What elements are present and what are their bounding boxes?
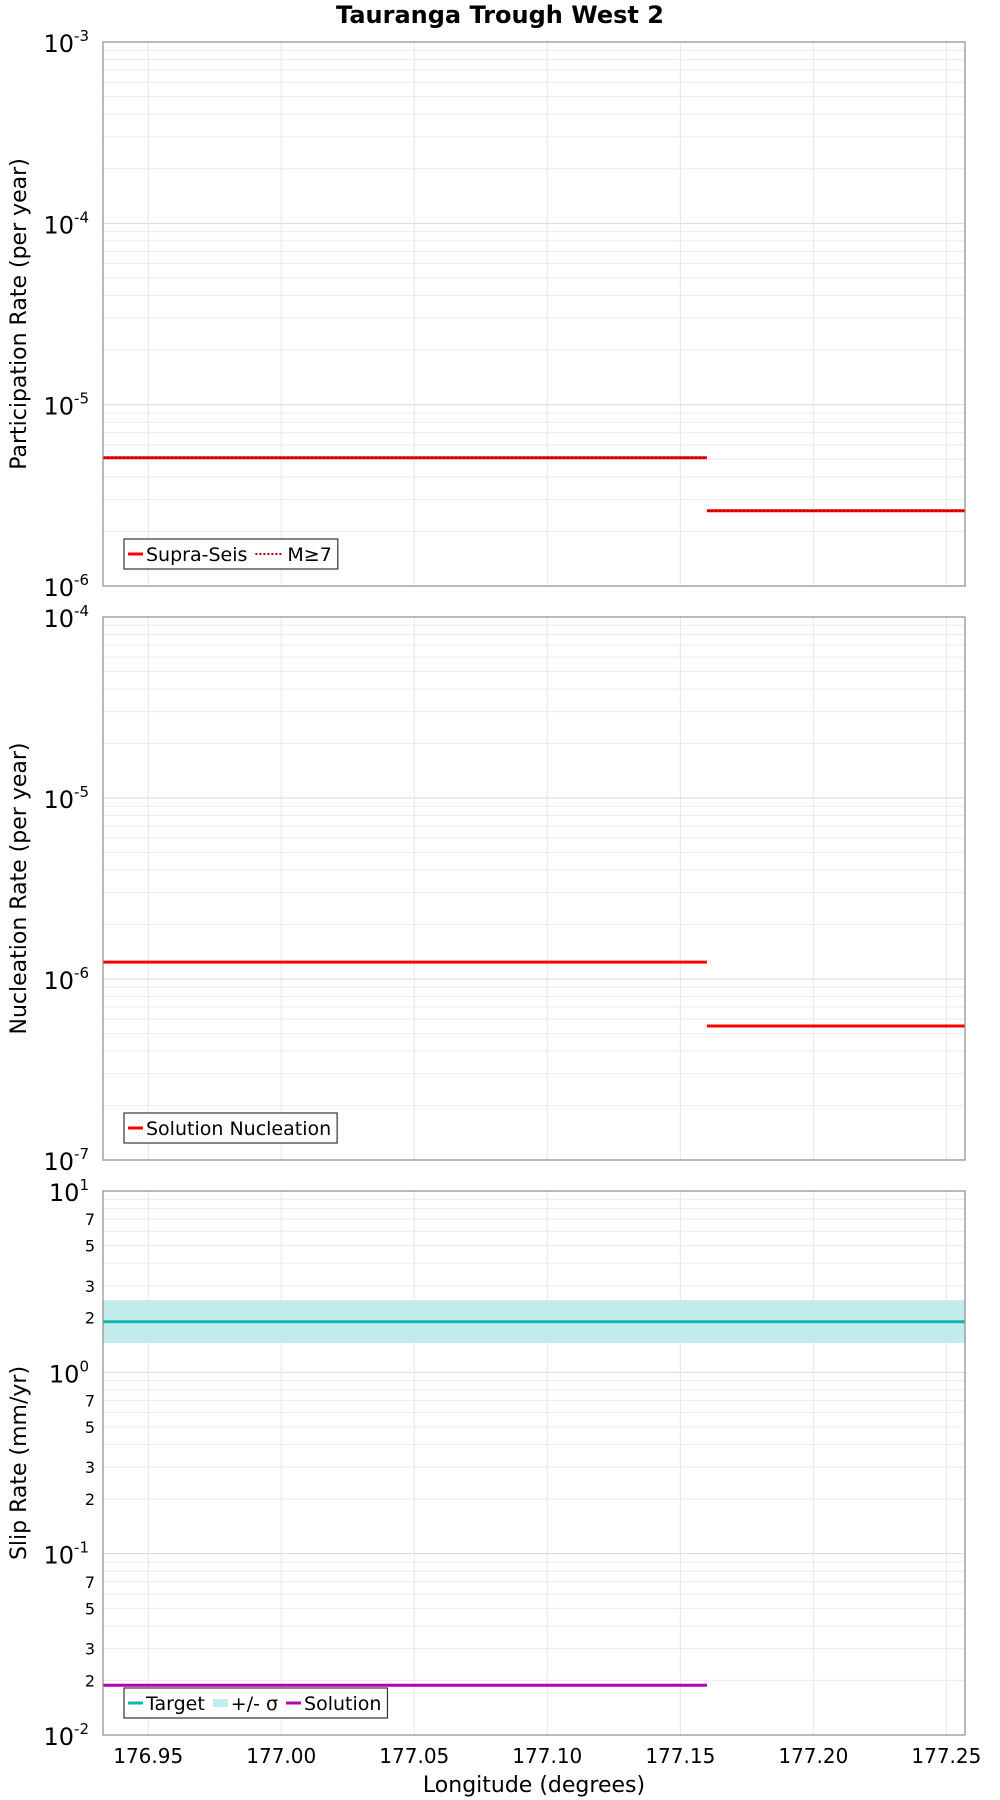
y-minor-tick-label: 7 <box>85 1210 95 1229</box>
y-tick-base: 10 <box>43 1542 74 1570</box>
x-tick-label: 177.00 <box>246 1744 316 1768</box>
legend-label: Supra-Seis <box>146 544 247 566</box>
y-tick-label: 10-5 <box>43 783 89 814</box>
y-axis-label: Slip Rate (mm/yr) <box>7 1366 32 1560</box>
y-tick-label: 10-4 <box>43 208 89 239</box>
y-tick-exponent: -5 <box>74 390 89 408</box>
legend-box <box>123 1112 338 1144</box>
y-tick-base: 10 <box>43 211 74 239</box>
x-tick-label: 177.05 <box>379 1744 449 1768</box>
y-tick-label: 101 <box>49 1176 89 1207</box>
y-tick-label: 10-7 <box>43 1145 89 1176</box>
y-tick-label: 10-4 <box>43 602 89 633</box>
y-minor-tick-label: 2 <box>85 1309 95 1328</box>
chart-title: Tauranga Trough West 2 <box>336 1 664 29</box>
legend-label: M≥7 <box>287 544 331 566</box>
y-tick-exponent: -5 <box>74 783 89 801</box>
y-tick-label: 10-3 <box>43 27 89 58</box>
y-tick-base: 10 <box>43 967 74 995</box>
y-minor-tick-label: 5 <box>85 1599 95 1618</box>
y-tick-base: 10 <box>43 1723 74 1751</box>
y-tick-label: 10-6 <box>43 964 89 995</box>
y-minor-tick-label: 5 <box>85 1418 95 1437</box>
y-tick-base: 10 <box>49 1179 80 1207</box>
x-tick-label: 177.15 <box>645 1744 715 1768</box>
y-tick-exponent: 0 <box>79 1357 89 1375</box>
y-tick-exponent: -2 <box>74 1720 89 1738</box>
legend-label: Target <box>145 1693 205 1715</box>
legend-label: Solution <box>304 1693 381 1715</box>
y-tick-exponent: -6 <box>74 964 89 982</box>
y-axis-label: Participation Rate (per year) <box>7 158 32 470</box>
y-tick-base: 10 <box>43 393 74 421</box>
y-tick-exponent: -7 <box>74 1145 89 1163</box>
y-tick-base: 10 <box>43 1148 74 1176</box>
y-tick-label: 10-6 <box>43 571 89 602</box>
legend-box <box>123 1687 389 1719</box>
y-minor-tick-label: 2 <box>85 1490 95 1509</box>
y-tick-exponent: -3 <box>74 27 89 45</box>
y-tick-label: 10-2 <box>43 1720 89 1751</box>
legend-label: +/- σ <box>231 1693 278 1715</box>
y-minor-tick-label: 2 <box>85 1671 95 1690</box>
y-minor-tick-label: 3 <box>85 1458 95 1477</box>
y-tick-exponent: 1 <box>79 1176 89 1194</box>
legend: Supra-Seis M≥7 <box>123 538 339 570</box>
x-tick-label: 176.95 <box>113 1744 183 1768</box>
y-tick-base: 10 <box>43 574 74 602</box>
y-tick-base: 10 <box>43 605 74 633</box>
y-tick-base: 10 <box>43 30 74 58</box>
y-tick-label: 10-5 <box>43 390 89 421</box>
y-tick-exponent: -1 <box>74 1539 89 1557</box>
y-minor-tick-label: 3 <box>85 1277 95 1296</box>
y-tick-exponent: -4 <box>74 602 89 620</box>
y-tick-label: 100 <box>49 1357 89 1388</box>
y-axis-label: Nucleation Rate (per year) <box>7 743 32 1035</box>
y-minor-tick-label: 7 <box>85 1573 95 1592</box>
y-tick-exponent: -6 <box>74 571 89 589</box>
y-tick-exponent: -4 <box>74 208 89 226</box>
y-tick-base: 10 <box>43 786 74 814</box>
x-tick-label: 177.20 <box>778 1744 848 1768</box>
legend-label: Solution Nucleation <box>146 1118 331 1140</box>
legend: Solution Nucleation <box>123 1112 338 1144</box>
x-tick-label: 177.25 <box>911 1744 981 1768</box>
plot-frame <box>102 41 966 587</box>
plot-frame <box>102 616 966 1161</box>
y-minor-tick-label: 3 <box>85 1639 95 1658</box>
y-minor-tick-label: 7 <box>85 1391 95 1410</box>
y-tick-base: 10 <box>49 1360 80 1388</box>
x-tick-label: 177.10 <box>512 1744 582 1768</box>
legend: Target +/- σ Solution <box>123 1687 389 1719</box>
x-axis-label: Longitude (degrees) <box>423 1773 645 1798</box>
y-minor-tick-label: 5 <box>85 1237 95 1256</box>
legend-box <box>123 538 339 570</box>
plot-frame <box>102 1190 966 1736</box>
y-tick-label: 10-1 <box>43 1539 89 1570</box>
